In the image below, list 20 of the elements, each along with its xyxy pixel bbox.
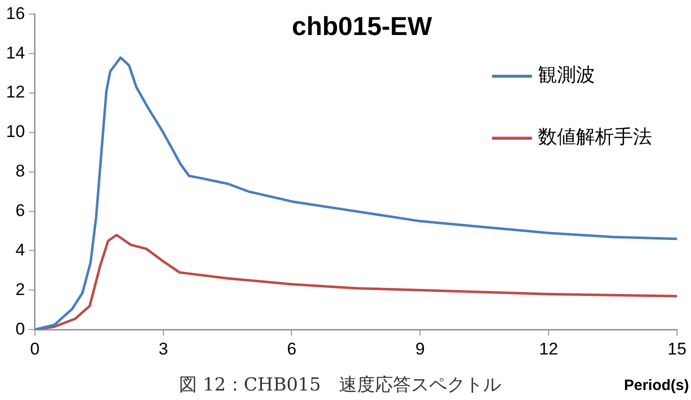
x-tick-label: 15 [668,339,686,358]
x-tick-label: 6 [287,339,296,358]
legend-label: 数値解析手法 [538,126,652,148]
y-tick-label: 0 [15,319,25,338]
legend-label: 観測波 [538,64,595,86]
x-tick-label: 0 [30,339,40,358]
y-tick-label: 12 [6,82,25,102]
y-tick-label: 6 [15,201,25,220]
caption: 図 12：CHB015 速度応答スペクトル [179,374,501,396]
y-tick-label: 14 [6,43,25,62]
y-tick-label: 4 [15,240,25,260]
chart-title: chb015-EW [292,11,433,42]
x-tick-label: 3 [158,339,168,358]
x-tick-label: 9 [415,339,425,358]
y-tick-label: 10 [6,122,25,142]
y-tick-label: 2 [15,280,25,299]
x-tick-label: 12 [539,339,558,358]
x-axis-title: Period(s) [624,377,689,394]
y-tick-label: 8 [15,162,25,181]
y-tick-label: 16 [6,4,25,23]
